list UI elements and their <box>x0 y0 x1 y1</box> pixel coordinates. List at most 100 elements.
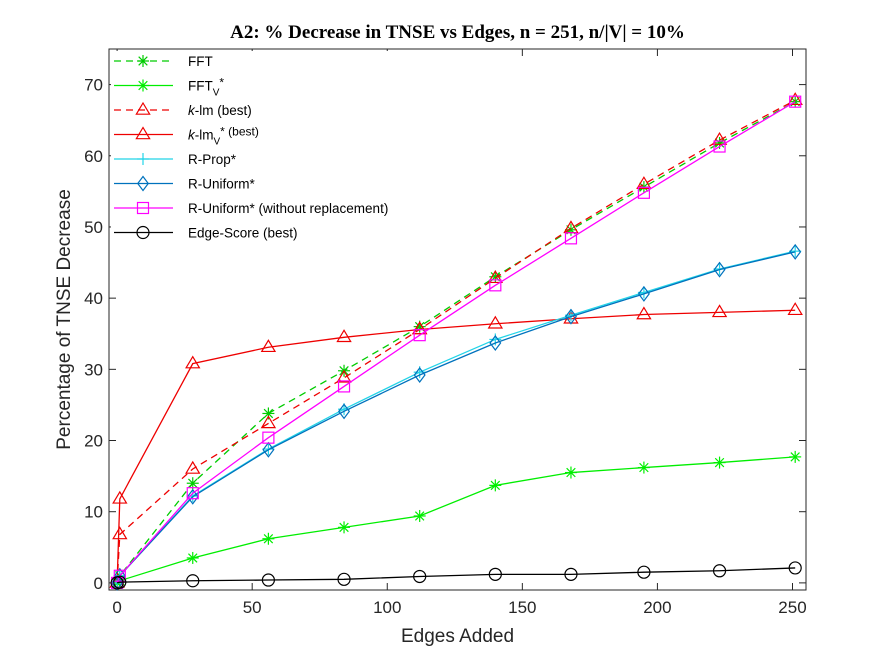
series-line <box>116 251 796 584</box>
data-point <box>637 565 651 579</box>
series-3 <box>109 302 803 588</box>
legend-item: R-Uniform* (without replacement) <box>114 201 388 216</box>
data-point <box>711 304 728 318</box>
x-tick-label: 0 <box>112 598 121 617</box>
data-point <box>636 306 652 320</box>
data-point <box>260 415 277 429</box>
series-7 <box>110 561 802 590</box>
data-point <box>489 334 502 351</box>
data-point <box>338 403 351 420</box>
y-tick-label: 0 <box>94 574 103 593</box>
y-tick-label: 30 <box>84 360 103 379</box>
y-tick-label: 40 <box>84 289 103 308</box>
plot-frame <box>108 48 807 591</box>
data-point <box>564 567 578 581</box>
data-point <box>787 302 803 316</box>
data-point <box>336 369 352 383</box>
data-point <box>637 186 651 199</box>
data-point <box>338 521 351 534</box>
data-point <box>489 279 502 292</box>
data-point <box>789 243 802 260</box>
legend-label: FFTV* <box>188 76 224 99</box>
data-point <box>788 561 802 575</box>
data-point <box>713 456 726 469</box>
x-tick-label: 50 <box>243 598 262 617</box>
data-point <box>564 466 577 479</box>
data-point <box>712 564 727 578</box>
x-tick-label: 250 <box>778 598 806 617</box>
legend-item: R-Uniform* <box>114 175 256 192</box>
data-point <box>637 461 650 474</box>
legend-marker <box>136 225 150 240</box>
legend-label: k-lmV* (best) <box>188 125 259 148</box>
series-1 <box>111 450 802 589</box>
data-point <box>487 270 504 284</box>
legend-item: k-lmV* (best) <box>114 125 259 148</box>
legend-box <box>111 51 441 249</box>
data-point <box>637 285 650 302</box>
data-point <box>787 92 803 106</box>
data-point <box>337 380 351 393</box>
data-point <box>186 488 199 505</box>
data-point <box>564 232 578 245</box>
legend-item: k-lm (best) <box>114 101 252 118</box>
legend-label: R-Uniform* (without replacement) <box>188 201 388 216</box>
data-point <box>186 487 199 500</box>
y-tick-label: 10 <box>84 503 103 522</box>
data-point <box>711 131 728 145</box>
data-point <box>564 308 577 325</box>
data-point <box>186 574 200 588</box>
legend-label: k-lm (best) <box>188 103 252 118</box>
x-tick-label: 200 <box>643 598 671 617</box>
series-line <box>116 250 796 584</box>
x-tick-label: 100 <box>373 598 401 617</box>
legend-label: R-Uniform* <box>188 177 256 192</box>
data-point <box>413 509 426 522</box>
y-tick-label: 60 <box>84 147 103 166</box>
data-point <box>489 270 502 283</box>
data-point <box>413 569 427 584</box>
data-point <box>185 355 201 369</box>
legend-item: R-Prop* <box>114 152 237 167</box>
data-point <box>411 321 428 335</box>
x-tick-label: 150 <box>508 598 536 617</box>
series-line <box>116 309 796 583</box>
series-line <box>116 456 796 584</box>
data-point <box>488 567 502 581</box>
data-point <box>113 569 126 582</box>
data-point <box>112 490 128 504</box>
series-6 <box>111 95 802 589</box>
data-point <box>413 329 426 342</box>
legend-marker <box>137 153 149 165</box>
legend-label: R-Prop* <box>188 152 237 167</box>
legend-item: Edge-Score (best) <box>114 226 298 241</box>
data-point <box>262 441 275 458</box>
series-line <box>116 567 796 584</box>
y-axis-label: Percentage of TNSE Decrease <box>54 189 75 450</box>
data-point <box>112 526 128 540</box>
legend-marker <box>137 175 149 192</box>
data-point <box>489 479 502 492</box>
y-tick-label: 20 <box>84 432 103 451</box>
data-point <box>262 431 275 444</box>
legend-marker <box>136 201 150 215</box>
data-point <box>337 572 351 586</box>
data-point <box>336 329 352 343</box>
data-point <box>260 339 277 353</box>
legend: FFT FFTV* k-lm (best) k-lmV* (best) R-Prop* R… <box>111 51 441 249</box>
data-point <box>261 573 275 587</box>
data-point <box>262 532 275 545</box>
legend-label: FFT <box>188 54 213 69</box>
series-line <box>116 101 796 584</box>
legend-marker <box>137 55 149 67</box>
legend-label: Edge-Score (best) <box>188 226 298 241</box>
series-4 <box>111 245 802 589</box>
data-point <box>186 551 199 564</box>
legend-marker <box>135 126 151 140</box>
legend-marker <box>135 101 151 115</box>
chart-title: A2: % Decrease in TNSE vs Edges, n = 251… <box>230 22 685 43</box>
data-point <box>564 223 577 236</box>
data-point <box>413 367 426 384</box>
data-point <box>262 407 275 420</box>
